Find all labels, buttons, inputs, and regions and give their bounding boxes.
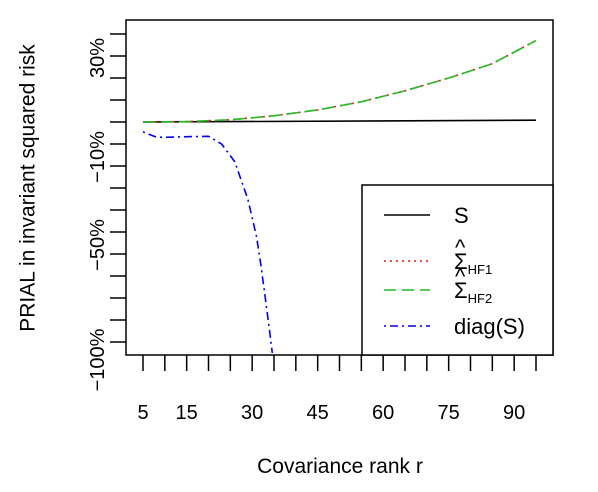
- legend-label-hat: ^: [455, 235, 466, 260]
- series-diag-line: [142, 131, 274, 354]
- legend-label-sub: HF1: [468, 262, 493, 277]
- legend-s: S: [384, 203, 469, 228]
- x-axis-title: Covariance rank r: [257, 455, 423, 478]
- x-tick-label: 5: [137, 402, 148, 424]
- series-hf1-line: [142, 39, 537, 123]
- x-tick-label: 30: [241, 402, 263, 424]
- y-tick-label: −50%: [87, 219, 109, 271]
- y-tick-label: 30%: [87, 38, 109, 78]
- x-tick-label: 15: [176, 402, 198, 424]
- x-tick-label: 75: [438, 402, 460, 424]
- series-s-line: [142, 119, 537, 123]
- y-tick-label: −100%: [87, 328, 109, 391]
- legend-diag: diag(S): [384, 314, 525, 339]
- legend-label: S: [454, 203, 469, 228]
- legend-label: diag(S): [454, 314, 525, 339]
- legend-label-sub: HF2: [468, 291, 493, 306]
- axes: 5 15 30 45 60 75 90 −100% −50% −10% 30%: [87, 19, 554, 424]
- series-layer: [142, 39, 537, 354]
- x-tick-label: 90: [503, 402, 525, 424]
- y-tick-label: −10%: [87, 131, 109, 183]
- x-tick-label: 60: [372, 402, 394, 424]
- legend-label-hat: ^: [455, 264, 466, 289]
- series-hf2-line: [142, 39, 537, 123]
- y-axis-title: PRIAL in invariant squared risk: [17, 44, 40, 332]
- x-tick-label: 45: [307, 402, 329, 424]
